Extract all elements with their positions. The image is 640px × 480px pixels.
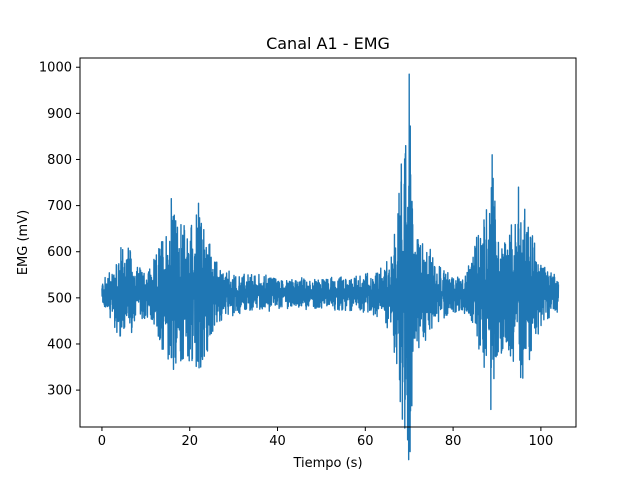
x-axis-label: Tiempo (s) [292,456,362,471]
chart-title: Canal A1 - EMG [266,34,390,53]
x-tick-label: 80 [445,434,462,449]
x-tick-label: 0 [98,434,106,449]
y-tick-label: 1000 [39,61,72,76]
axes-frame [79,57,577,428]
x-tick-label: 100 [528,434,553,449]
y-tick-label: 900 [47,107,72,122]
x-axis-ticks: 0 20 40 60 80 100 [98,427,553,449]
x-tick-label: 40 [269,434,286,449]
y-tick-label: 500 [47,291,72,306]
y-tick-label: 800 [47,153,72,168]
y-tick-label: 300 [47,384,72,399]
y-axis-label: EMG (mV) [16,210,31,275]
y-tick-label: 400 [47,337,72,352]
y-axis-ticks: 300 400 500 600 700 800 900 1000 [39,61,80,399]
x-tick-label: 20 [181,434,198,449]
y-tick-label: 600 [47,245,72,260]
plot-area [101,73,560,461]
x-tick-label: 60 [357,434,374,449]
y-tick-label: 700 [47,199,72,214]
emg-series-line [101,73,560,461]
